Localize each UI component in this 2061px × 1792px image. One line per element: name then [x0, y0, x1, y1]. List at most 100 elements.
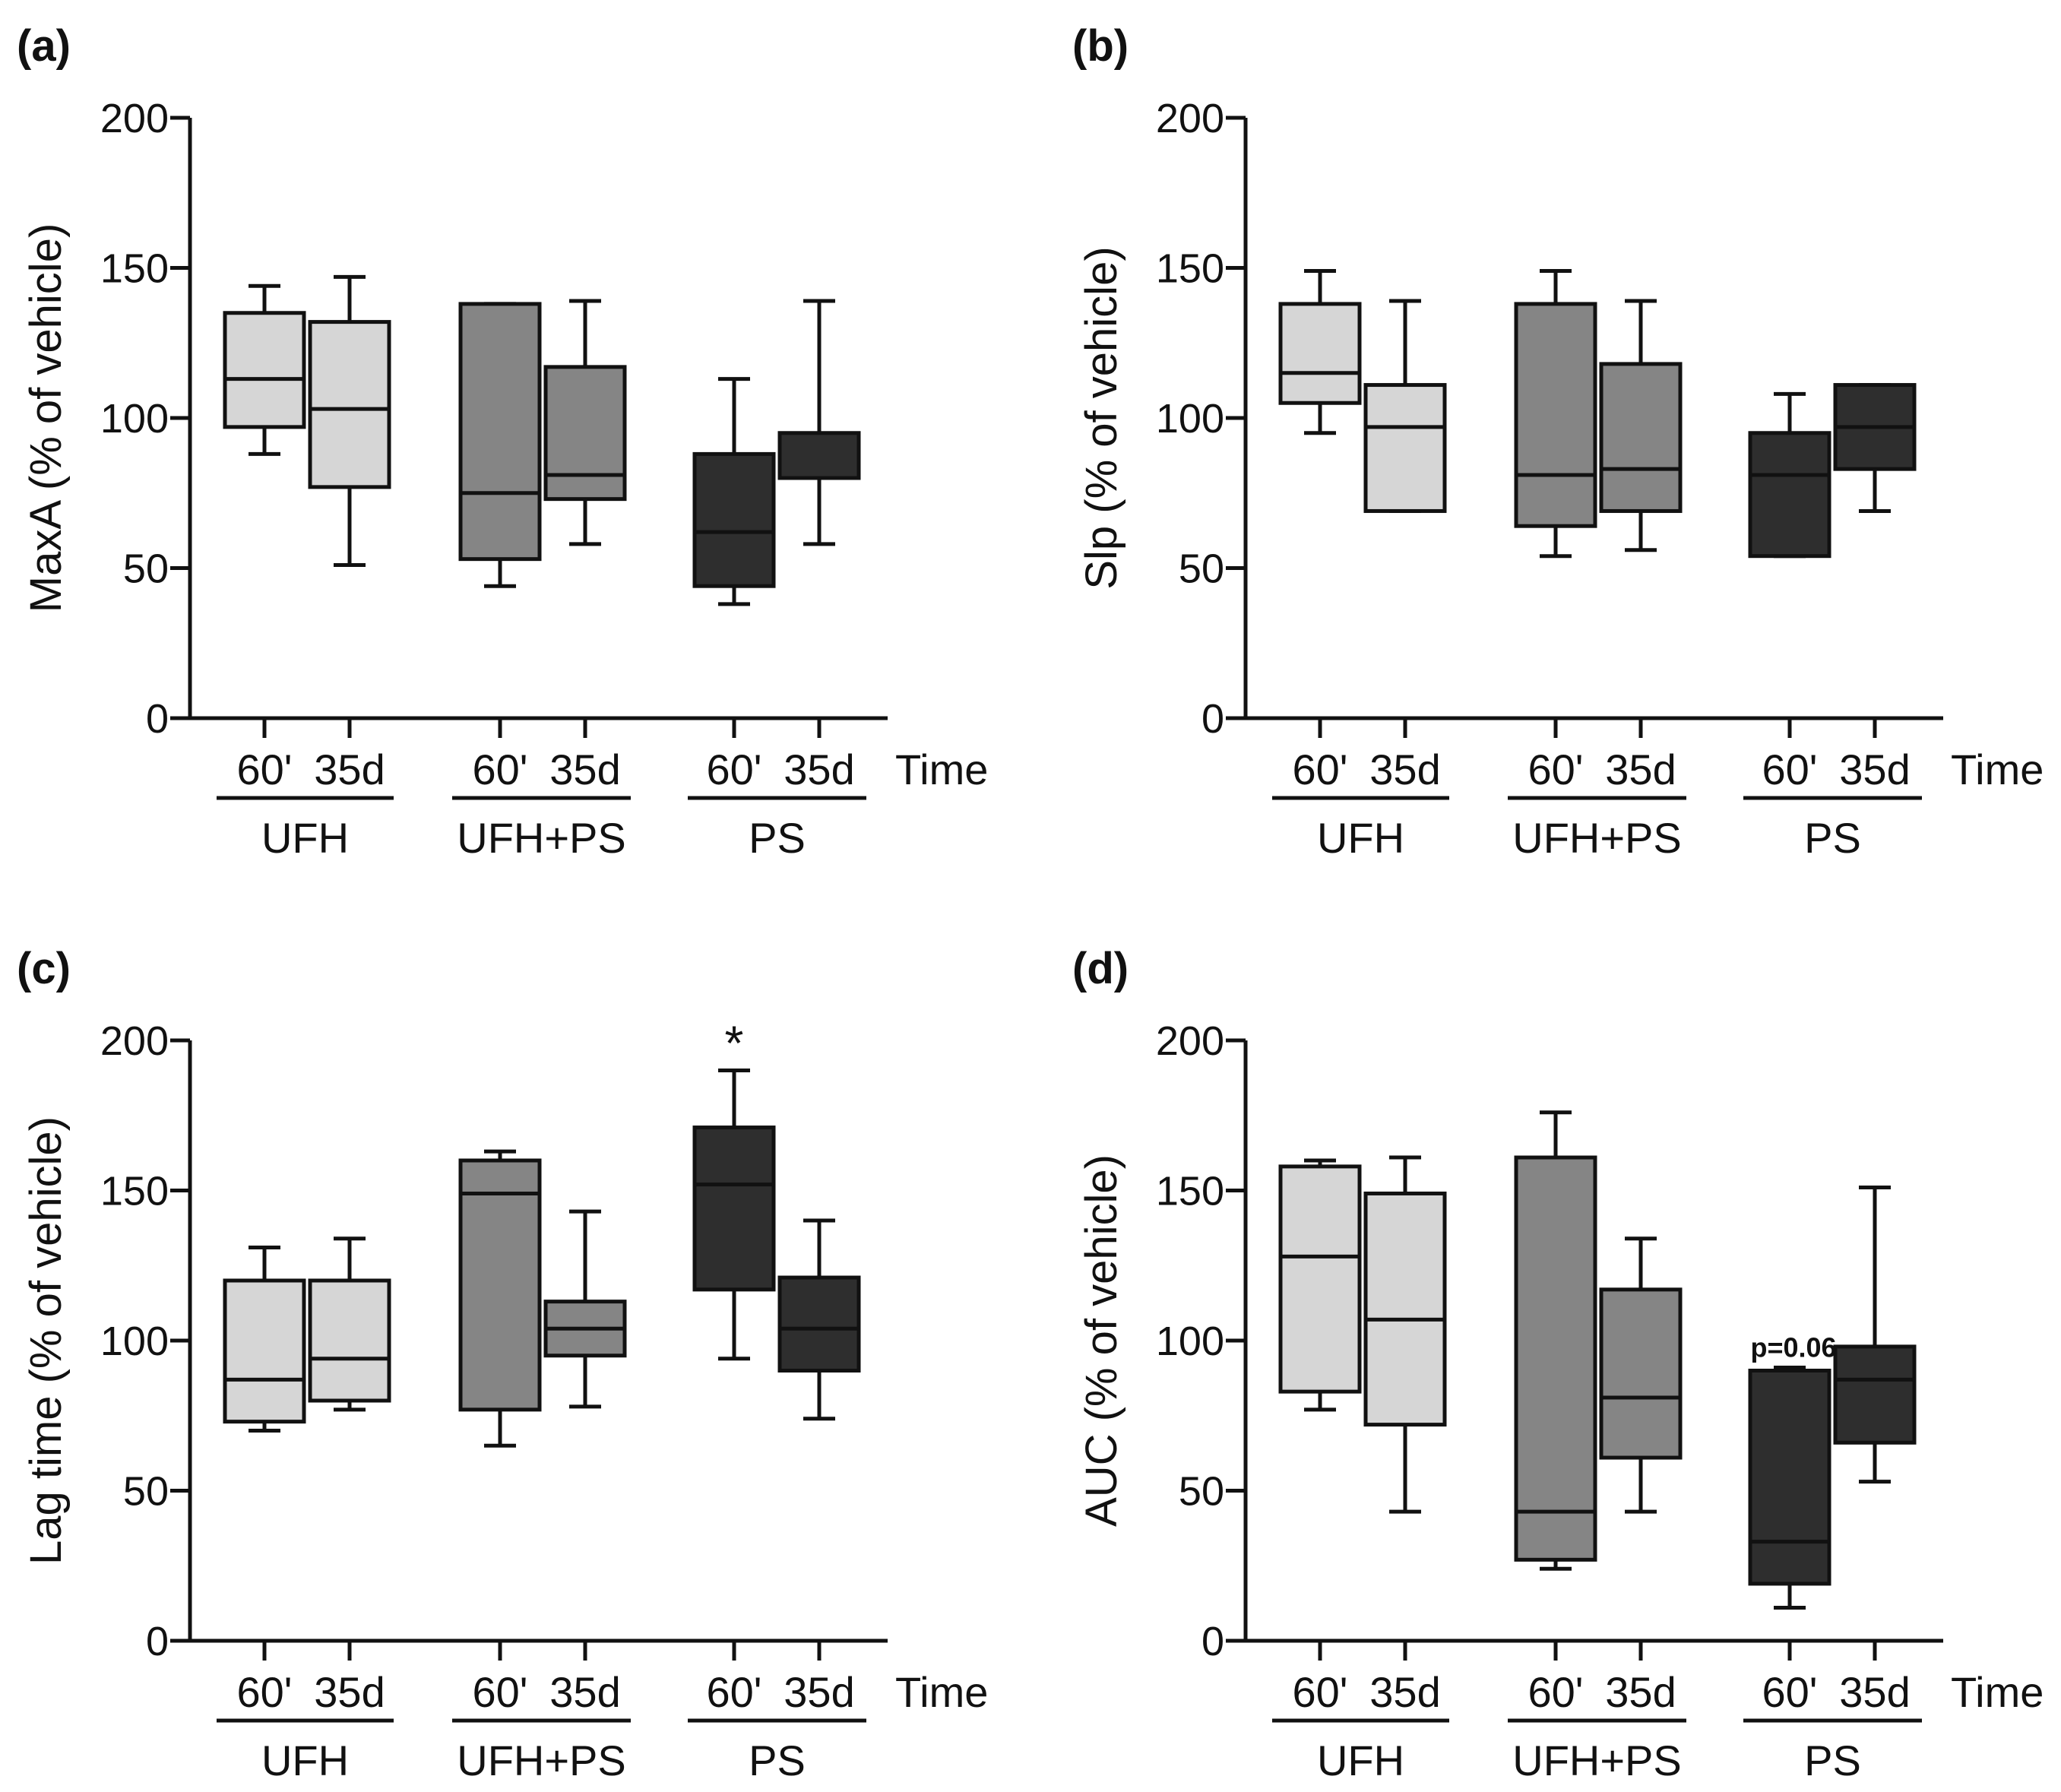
y-tick-label: 100 — [1156, 1319, 1224, 1364]
box-iqr — [1748, 1369, 1831, 1586]
box-ufh-ps-35d — [543, 299, 627, 546]
panel-3: (c) 0 50 100 150 200 Lag time (% of vehicle) 60… — [17, 944, 988, 1784]
condition-label: 35d — [1605, 1668, 1676, 1716]
group-label: UFH — [1317, 814, 1404, 862]
panel-label: (c) — [17, 944, 71, 993]
condition-label: 60' — [1528, 746, 1584, 793]
condition-label: 35d — [1839, 1668, 1910, 1716]
time-axis-label: Time — [1951, 1668, 2044, 1716]
group-label: UFH — [261, 814, 349, 862]
box-iqr — [1514, 302, 1597, 528]
condition-label: 60' — [1762, 1668, 1818, 1716]
box-iqr — [1363, 383, 1447, 513]
y-tick-label: 50 — [123, 1469, 169, 1515]
time-axis-label: Time — [895, 746, 988, 793]
panel-label: (d) — [1072, 944, 1129, 993]
box-ps-35d — [777, 299, 861, 546]
box-ufh-ps-60min — [1514, 268, 1597, 559]
panel-label: (a) — [17, 21, 71, 71]
box-iqr — [1599, 362, 1683, 513]
y-tick-label: 200 — [100, 1018, 169, 1064]
y-tick-label: 50 — [1179, 546, 1224, 592]
y-tick-label: 0 — [1201, 696, 1224, 742]
y-tick-label: 50 — [1179, 1469, 1224, 1515]
condition-label: 35d — [549, 746, 620, 793]
box-ps-60min — [1748, 391, 1831, 559]
group-label: UFH+PS — [1512, 1737, 1682, 1784]
y-axis-label: MaxA (% of vehicle) — [21, 223, 71, 613]
condition-label: 60' — [1293, 1668, 1348, 1716]
box-iqr — [223, 311, 306, 429]
condition-label: 60' — [473, 1668, 528, 1716]
box-ufh-ps-60min — [458, 302, 542, 588]
box-ufh-60min — [1278, 268, 1362, 435]
group-label: UFH+PS — [457, 814, 626, 862]
condition-label: 35d — [1369, 746, 1440, 793]
box-ps-35d — [1833, 383, 1917, 513]
y-tick-label: 150 — [100, 246, 169, 292]
y-tick-label: 100 — [1156, 396, 1224, 442]
box-ufh-ps-60min — [458, 1149, 542, 1448]
y-tick-label: 0 — [146, 1619, 169, 1664]
condition-label: 60' — [707, 746, 762, 793]
box-iqr — [1599, 1287, 1683, 1460]
y-tick-label: 100 — [100, 1319, 169, 1364]
y-axis-label: AUC (% of vehicle) — [1077, 1154, 1126, 1527]
box-iqr — [458, 302, 542, 562]
box-ufh-ps-35d — [543, 1209, 627, 1409]
y-tick-label: 150 — [1156, 246, 1224, 292]
box-ufh-35d — [1363, 1155, 1447, 1514]
condition-label: 60' — [237, 1668, 293, 1716]
box-ps-60min — [1748, 1366, 1831, 1610]
group-label: UFH — [261, 1737, 349, 1784]
box-iqr — [543, 365, 627, 502]
y-tick-label: 0 — [146, 696, 169, 742]
group-label: PS — [1804, 1737, 1861, 1784]
box-iqr — [692, 1126, 776, 1292]
panel-4: (d) 0 50 100 150 200 AUC (% of vehicle) 60' 35d 6… — [1072, 944, 2044, 1784]
box-ps-60min — [692, 1069, 776, 1361]
box-ufh-35d — [1363, 299, 1447, 513]
box-iqr — [1748, 431, 1831, 559]
condition-label: 60' — [1293, 746, 1348, 793]
y-tick-label: 200 — [100, 96, 169, 141]
time-axis-label: Time — [895, 1668, 988, 1716]
box-iqr — [777, 1275, 861, 1372]
box-iqr — [223, 1278, 306, 1424]
condition-label: 35d — [314, 746, 385, 793]
y-tick-label: 50 — [123, 546, 169, 592]
condition-label: 60' — [1528, 1668, 1584, 1716]
box-ufh-60min — [1278, 1158, 1362, 1412]
box-iqr — [1363, 1191, 1447, 1427]
group-label: PS — [749, 1737, 806, 1784]
box-iqr — [1278, 1164, 1362, 1394]
y-tick-label: 200 — [1156, 1018, 1224, 1064]
time-axis-label: Time — [1951, 746, 2044, 793]
box-iqr — [1833, 1344, 1917, 1445]
group-label: UFH+PS — [1512, 814, 1682, 862]
p-value-annotation: p=0.06 — [1750, 1332, 1836, 1363]
group-label: PS — [749, 814, 806, 862]
box-iqr — [1278, 302, 1362, 405]
box-iqr — [458, 1158, 542, 1412]
y-tick-label: 150 — [1156, 1169, 1224, 1214]
group-label: UFH+PS — [457, 1737, 626, 1784]
condition-label: 60' — [473, 746, 528, 793]
significance-asterisk: * — [725, 1016, 744, 1071]
box-iqr — [1514, 1155, 1597, 1562]
condition-label: 35d — [314, 1668, 385, 1716]
box-ufh-35d — [308, 1236, 391, 1412]
box-ufh-35d — [308, 274, 391, 568]
y-tick-label: 100 — [100, 396, 169, 442]
box-ufh-ps-60min — [1514, 1110, 1597, 1571]
box-ps-35d — [777, 1218, 861, 1421]
y-axis-label: Slp (% of vehicle) — [1077, 246, 1126, 589]
panel-2: (b) 0 50 100 150 200 Slp (% of vehicle) 60' 35d 6… — [1072, 21, 2044, 862]
y-tick-label: 200 — [1156, 96, 1224, 141]
box-ps-60min — [692, 377, 776, 606]
condition-label: 60' — [1762, 746, 1818, 793]
group-label: PS — [1804, 814, 1861, 862]
box-iqr — [308, 1278, 391, 1403]
panel-1: (a) 0 50 100 150 200 MaxA (% of vehicle) 60' 35d… — [17, 21, 988, 862]
